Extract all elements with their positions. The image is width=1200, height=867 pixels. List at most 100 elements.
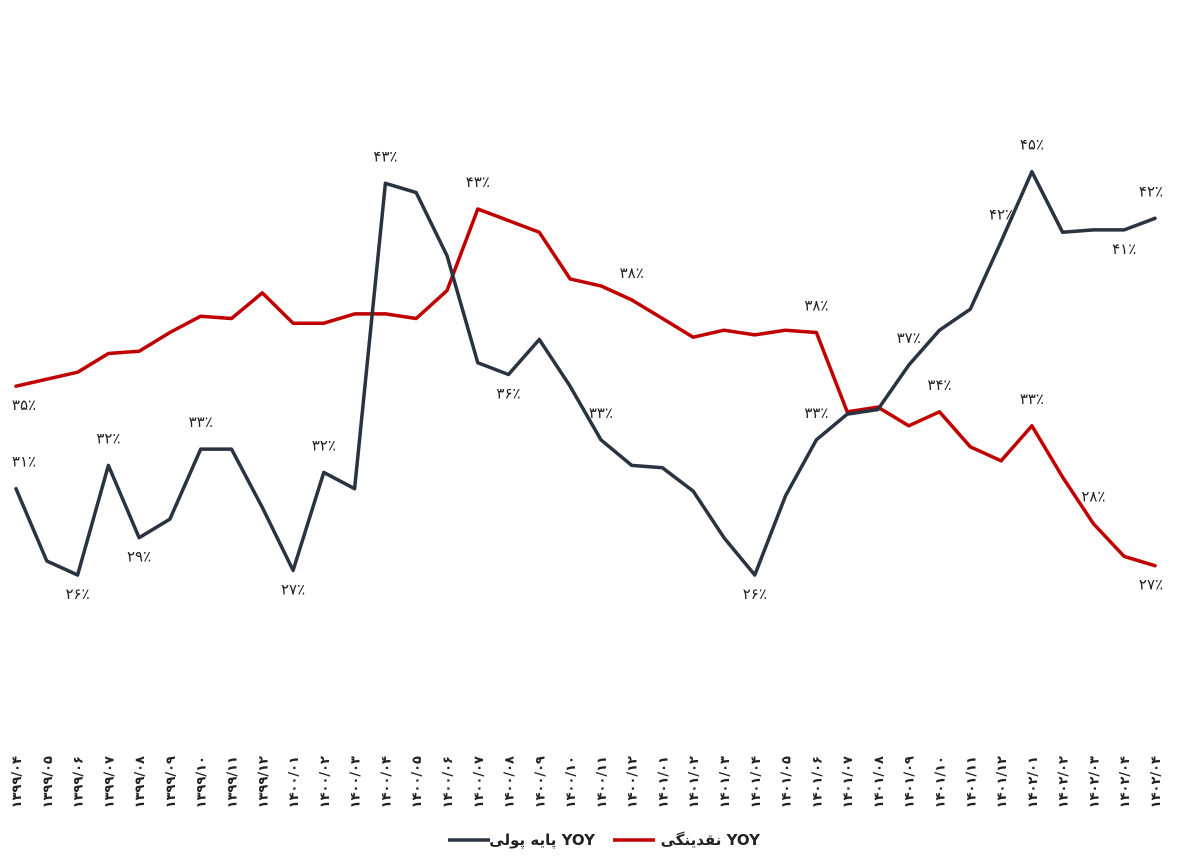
x-tick-label: ۱۴۰۰/۰۶ (441, 756, 456, 808)
data-point (138, 350, 141, 353)
data-point (476, 208, 479, 211)
data-point (292, 569, 295, 572)
data-point (784, 494, 787, 497)
data-point (569, 385, 572, 388)
data-point (292, 322, 295, 325)
data-point (107, 352, 110, 355)
x-tick-label: ۱۴۰۱/۰۲ (687, 756, 702, 808)
x-tick-label: ۱۴۰۰/۰۳ (349, 756, 364, 808)
data-point (1154, 217, 1157, 220)
x-tick-label: ۱۴۰۱/۰۶ (810, 756, 825, 808)
data-point (384, 312, 387, 315)
x-tick-label: ۱۴۰۱/۱۰ (934, 756, 949, 808)
data-point (45, 560, 48, 563)
data-point (1092, 228, 1095, 231)
data-label: ۴۳٪ (466, 173, 490, 191)
data-point (261, 506, 264, 509)
x-tick-label: ۱۴۰۱/۰۹ (903, 756, 918, 808)
data-label: ۴۲٪ (1139, 182, 1163, 200)
x-tick-label: ۱۳۹۹/۰۸ (133, 756, 148, 808)
data-point (15, 385, 18, 388)
x-tick-label: ۱۴۰۰/۰۸ (503, 756, 518, 808)
data-label: ۲۶٪ (66, 585, 90, 603)
data-point (753, 574, 756, 577)
x-tick-label: ۱۴۰۰/۰۷ (472, 756, 487, 808)
data-point (815, 331, 818, 334)
data-point (322, 471, 325, 474)
data-label: ۳۷٪ (897, 329, 921, 347)
x-tick-label: ۱۴۰۱/۱۲ (995, 756, 1010, 808)
data-point (384, 182, 387, 185)
data-point (907, 364, 910, 367)
data-point (876, 408, 879, 411)
data-point (846, 413, 849, 416)
data-point (753, 333, 756, 336)
x-tick-label: ۱۴۰۱/۰۵ (780, 756, 795, 808)
series-line-0 (14, 169, 1157, 577)
data-point (1030, 424, 1033, 427)
data-point (784, 329, 787, 332)
x-tick-label: ۱۴۰۲/۰۴ (1149, 756, 1164, 808)
legend-label: پایه پولی YOY (489, 831, 596, 850)
data-label: ۳۳٪ (804, 404, 828, 422)
data-point (1092, 522, 1095, 525)
data-point (538, 338, 541, 341)
data-label: ۳۵٪ (12, 396, 36, 414)
data-point (199, 315, 202, 318)
x-tick-label: ۱۴۰۲/۰۳ (1087, 756, 1102, 808)
x-tick-label: ۱۴۰۰/۰۹ (533, 756, 548, 808)
data-point (15, 487, 18, 490)
data-point (723, 536, 726, 539)
x-tick-label: ۱۴۰۰/۰۴ (379, 756, 394, 808)
data-label: ۳۲٪ (312, 436, 336, 454)
x-tick-label: ۱۴۰۲/۰۱ (1026, 756, 1041, 808)
x-tick-label: ۱۳۹۹/۱۲ (256, 756, 271, 808)
data-label: ۴۱٪ (1112, 240, 1136, 258)
x-tick-label: ۱۳۹۹/۱۰ (195, 756, 210, 808)
data-label: ۳۱٪ (12, 453, 36, 471)
data-label: ۲۷٪ (1139, 576, 1163, 594)
data-point (723, 329, 726, 332)
data-point (1030, 170, 1033, 173)
data-point (168, 518, 171, 521)
data-point (692, 490, 695, 493)
data-point (1000, 240, 1003, 243)
data-point (261, 291, 264, 294)
data-point (507, 373, 510, 376)
data-point (1061, 476, 1064, 479)
data-label: ۴۲٪ (989, 206, 1013, 224)
x-tick-label: ۱۴۰۰/۱۲ (626, 756, 641, 808)
series-line-1 (14, 207, 1157, 568)
data-point (938, 329, 941, 332)
data-label: ۴۳٪ (373, 147, 397, 165)
data-label: ۳۸٪ (804, 297, 828, 315)
data-point (1123, 228, 1126, 231)
data-point (446, 289, 449, 292)
x-tick-label: ۱۴۰۰/۰۲ (318, 756, 333, 808)
data-point (969, 308, 972, 311)
data-point (446, 254, 449, 257)
x-tick-label: ۱۴۰۲/۰۴ (1118, 756, 1133, 808)
data-point (45, 378, 48, 381)
data-point (538, 231, 541, 234)
data-point (907, 424, 910, 427)
data-point (599, 438, 602, 441)
x-tick-label: ۱۴۰۰/۰۱ (287, 756, 302, 808)
x-tick-label: ۱۴۰۱/۱۱ (964, 756, 979, 808)
data-point (138, 536, 141, 539)
x-tick-label: ۱۴۰۱/۰۴ (749, 756, 764, 808)
x-tick-label: ۱۴۰۱/۰۸ (872, 756, 887, 808)
x-tick-label: ۱۳۹۹/۰۴ (10, 756, 25, 808)
data-label: ۲۹٪ (127, 548, 151, 566)
x-tick-label: ۱۳۹۹/۰۷ (102, 756, 117, 808)
data-label: ۳۳٪ (189, 413, 213, 431)
data-point (969, 445, 972, 448)
data-point (322, 322, 325, 325)
data-point (569, 277, 572, 280)
x-tick-label: ۱۴۰۲/۰۲ (1057, 756, 1072, 808)
data-point (661, 317, 664, 320)
data-point (1123, 555, 1126, 558)
x-tick-label: ۱۴۰۰/۰۵ (410, 756, 425, 808)
